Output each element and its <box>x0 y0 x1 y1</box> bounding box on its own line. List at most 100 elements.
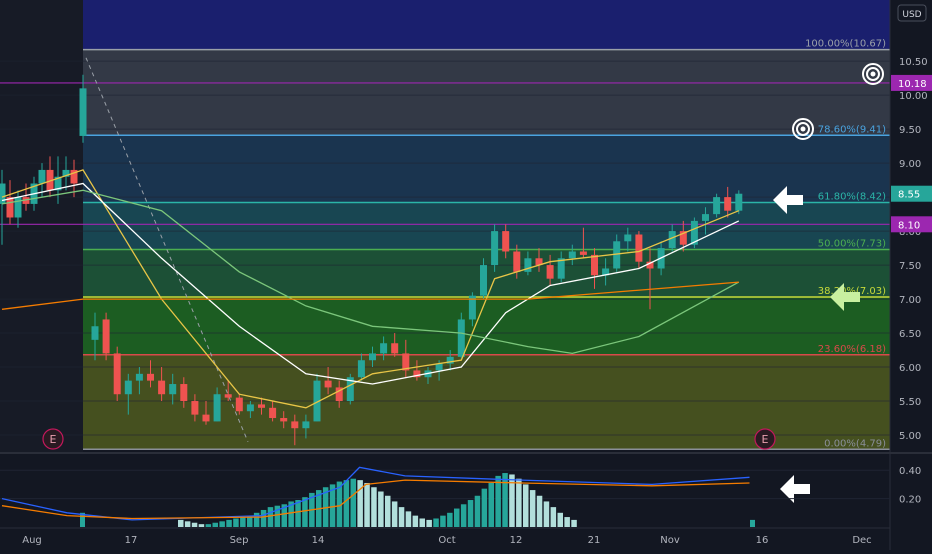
candle <box>135 373 143 381</box>
candle <box>113 353 121 395</box>
ema-line <box>1 189 740 355</box>
candle <box>579 251 587 255</box>
trend-line <box>85 57 249 442</box>
price-badge <box>891 216 932 233</box>
histogram-bar <box>80 512 85 527</box>
history-region <box>0 0 83 452</box>
earnings-marker[interactable] <box>42 428 64 450</box>
histogram-bar <box>260 509 267 527</box>
histogram-bar <box>426 519 432 527</box>
fib-level-label: 0.00%(4.79) <box>824 438 886 449</box>
target-icon <box>792 118 814 140</box>
x-tick-label: 21 <box>588 535 601 546</box>
candle <box>102 319 110 354</box>
histogram-bar <box>536 495 543 527</box>
histogram-bar <box>516 478 522 527</box>
candle <box>380 343 388 354</box>
histogram-bar <box>495 475 501 527</box>
macd-tick-label: 0.40 <box>899 466 921 477</box>
candle <box>457 319 465 357</box>
fib-zone <box>83 297 890 355</box>
target-icon <box>862 63 884 85</box>
currency-button[interactable] <box>897 4 927 22</box>
candle <box>524 258 532 272</box>
candle <box>602 268 610 276</box>
x-tick-label: 16 <box>756 535 769 546</box>
price-badge-label: 8.10 <box>898 220 920 231</box>
candle <box>313 380 321 422</box>
histogram-bar <box>385 495 391 527</box>
candle <box>613 241 621 269</box>
arrow-left-icon-shape <box>830 283 860 311</box>
candle <box>491 231 499 266</box>
histogram-bar <box>543 501 550 527</box>
histogram-bar <box>550 507 557 527</box>
candle <box>213 394 221 422</box>
y-tick-label: 6.00 <box>899 363 921 374</box>
histogram-bar <box>343 480 350 527</box>
x-tick-label: Aug <box>22 535 42 546</box>
candle <box>646 261 654 269</box>
target-icon-dot <box>870 71 876 77</box>
y-tick-label: 7.50 <box>899 261 921 272</box>
histogram-bar <box>322 487 329 527</box>
histogram-bar <box>391 501 398 527</box>
histogram-bar <box>219 521 225 527</box>
candle <box>690 220 698 245</box>
target-icon-ring <box>866 67 880 81</box>
price-axis <box>890 0 932 550</box>
fib-level-label: 78.60%(9.41) <box>818 124 886 135</box>
histogram-bar <box>523 484 529 527</box>
histogram-bar <box>267 507 274 527</box>
candle <box>6 197 14 218</box>
candle <box>224 394 232 398</box>
y-tick-label: 9.50 <box>899 125 921 136</box>
histogram-bar <box>295 500 301 527</box>
histogram-bar <box>253 512 260 527</box>
candle <box>635 234 643 262</box>
histogram-bar <box>184 521 191 527</box>
candle <box>724 197 732 211</box>
x-tick-label: 12 <box>510 535 523 546</box>
candle <box>246 404 254 412</box>
histogram-bar <box>405 511 412 527</box>
histogram-bar <box>191 522 198 527</box>
ema-line <box>1 169 740 409</box>
candle <box>202 414 210 422</box>
histogram-bar <box>447 512 453 527</box>
signal-line <box>1 479 750 520</box>
target-icon-dot <box>800 126 806 132</box>
histogram-bar <box>212 522 218 527</box>
candle <box>124 380 132 395</box>
arrow-left-icon-shape <box>780 475 810 503</box>
earnings-marker[interactable] <box>754 428 776 450</box>
candle <box>446 356 454 364</box>
candle <box>269 407 277 419</box>
candle <box>557 258 565 279</box>
candle <box>668 231 676 249</box>
target-icon-ring <box>796 122 810 136</box>
candle <box>0 183 6 204</box>
candle <box>624 234 632 242</box>
candle <box>46 169 54 191</box>
histogram-bar <box>419 518 425 527</box>
histogram-bar <box>481 488 488 527</box>
histogram-bar <box>502 473 508 527</box>
arrow-left-icon <box>830 283 860 311</box>
histogram-bar <box>205 524 212 527</box>
candle <box>702 214 709 221</box>
macd-tick-label: 0.20 <box>899 495 921 506</box>
y-tick-label: 5.50 <box>899 397 921 408</box>
histogram-bar <box>198 524 205 527</box>
x-tick-label: Oct <box>438 535 455 546</box>
candle <box>468 295 476 320</box>
fib-zone <box>83 135 890 203</box>
candle <box>79 88 87 136</box>
earnings-label: E <box>762 433 769 446</box>
candle <box>369 353 376 361</box>
fib-band-top <box>83 0 890 50</box>
candle <box>70 169 78 184</box>
x-tick-label: 14 <box>312 535 325 546</box>
